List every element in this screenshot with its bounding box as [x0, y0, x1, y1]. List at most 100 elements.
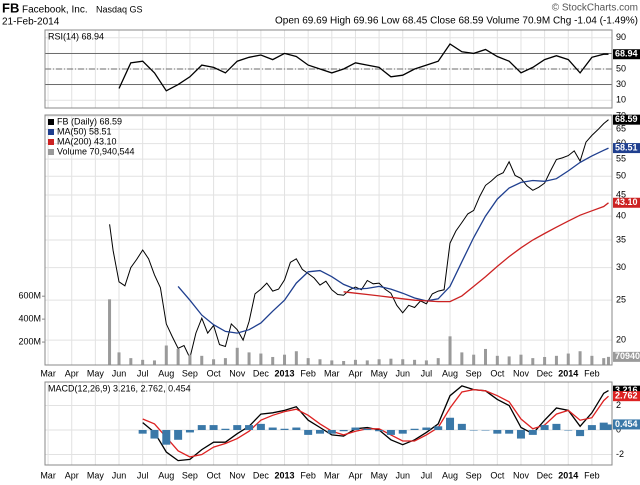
bar — [256, 423, 265, 430]
bar — [446, 417, 455, 430]
bar — [209, 425, 218, 430]
x-tick-label: Sep — [182, 470, 198, 480]
bar — [578, 351, 582, 365]
bar — [540, 425, 549, 430]
x-tick-label: Dec — [537, 470, 554, 480]
bar — [108, 299, 112, 365]
x-tick-label: Oct — [490, 368, 505, 378]
x-tick-label: Jun — [395, 470, 410, 480]
bar — [410, 428, 419, 430]
y-tick-label: 35 — [616, 234, 626, 244]
x-tick-label: May — [371, 368, 389, 378]
legend-entry: MA(50) 58.51 — [57, 126, 112, 136]
bar — [599, 422, 608, 430]
x-tick-label: Apr — [65, 470, 79, 480]
value-tag — [613, 143, 640, 154]
bar — [604, 424, 613, 430]
bar — [304, 429, 313, 435]
bar — [164, 345, 168, 365]
x-tick-label: 2013 — [275, 470, 295, 480]
bar — [484, 348, 488, 365]
bar — [351, 427, 360, 430]
y-tick-label: 45 — [616, 189, 626, 199]
bar — [401, 359, 405, 365]
series-line — [142, 388, 609, 458]
panel-frame — [44, 381, 613, 466]
y-tick-label: 50 — [616, 63, 626, 73]
x-tick-label: Nov — [513, 470, 530, 480]
x-tick-label: Sep — [182, 368, 198, 378]
y-tick-label: 30 — [616, 262, 626, 272]
bar — [235, 347, 239, 365]
y-tick-label: 50 — [616, 171, 626, 181]
y2-tick-label: 400M — [18, 314, 41, 324]
bar — [507, 356, 511, 365]
x-tick-label: Apr — [65, 368, 79, 378]
bar — [457, 423, 466, 430]
exchange: Nasdaq GS — [96, 4, 143, 14]
bar — [315, 429, 324, 434]
x-tick-label: Nov — [229, 368, 246, 378]
value-tag — [613, 49, 640, 60]
company-name: Facebook, Inc. — [22, 5, 88, 16]
x-tick-label: Mar — [40, 368, 56, 378]
value-tag — [613, 351, 640, 362]
x-tick-label: Nov — [229, 470, 246, 480]
bar — [342, 360, 346, 365]
bar — [212, 359, 216, 365]
bar — [174, 429, 183, 440]
bar — [292, 427, 301, 430]
bar — [602, 358, 606, 365]
bar — [221, 428, 230, 430]
x-tick-label: Jul — [137, 470, 149, 480]
bar — [233, 425, 242, 430]
bar — [587, 425, 596, 430]
bar — [152, 360, 156, 365]
y-tick-label: 25 — [616, 295, 626, 305]
bar — [327, 429, 336, 434]
date: 21-Feb-2014 — [2, 17, 60, 28]
value-tag — [613, 385, 640, 396]
x-tick-label: Jul — [421, 368, 433, 378]
x-tick-label: Oct — [207, 470, 222, 480]
x-tick-label: Dec — [253, 368, 270, 378]
value-tag-label: 68.94 — [615, 49, 638, 59]
x-tick-label: Oct — [207, 368, 222, 378]
bar — [353, 359, 357, 365]
y-tick-label: 90 — [616, 32, 626, 42]
bar — [280, 428, 289, 430]
x-tick-label: 2013 — [275, 368, 295, 378]
x-tick-label: Dec — [253, 470, 270, 480]
value-tag-label: 43.10 — [615, 197, 638, 207]
bar — [386, 429, 395, 435]
y2-tick-label: 200M — [18, 336, 41, 346]
bar — [162, 429, 171, 445]
x-tick-label: Feb — [584, 368, 600, 378]
bar — [306, 358, 310, 365]
bar — [389, 358, 393, 365]
x-tick-label: Jun — [112, 368, 127, 378]
series-line — [177, 147, 609, 334]
x-tick-label: Jul — [421, 470, 433, 480]
x-tick-label: May — [87, 470, 105, 480]
bar — [481, 429, 490, 431]
bar — [268, 427, 277, 430]
panel-frame — [44, 29, 613, 109]
value-tag — [613, 419, 640, 430]
x-tick-label: Mar — [40, 470, 56, 480]
credit: © StockCharts.com — [552, 3, 638, 14]
bar — [505, 429, 514, 434]
y-tick-label: -2 — [616, 449, 624, 459]
bar — [460, 352, 464, 365]
bar — [543, 356, 547, 365]
bar — [245, 425, 254, 430]
bar — [247, 352, 251, 365]
bar — [566, 353, 570, 365]
value-tag-label: 58.51 — [615, 142, 638, 152]
x-tick-label: Nov — [513, 368, 530, 378]
bar — [469, 429, 478, 431]
x-tick-label: 2014 — [558, 470, 578, 480]
x-tick-label: Jul — [137, 368, 149, 378]
x-tick-label: Aug — [158, 470, 174, 480]
